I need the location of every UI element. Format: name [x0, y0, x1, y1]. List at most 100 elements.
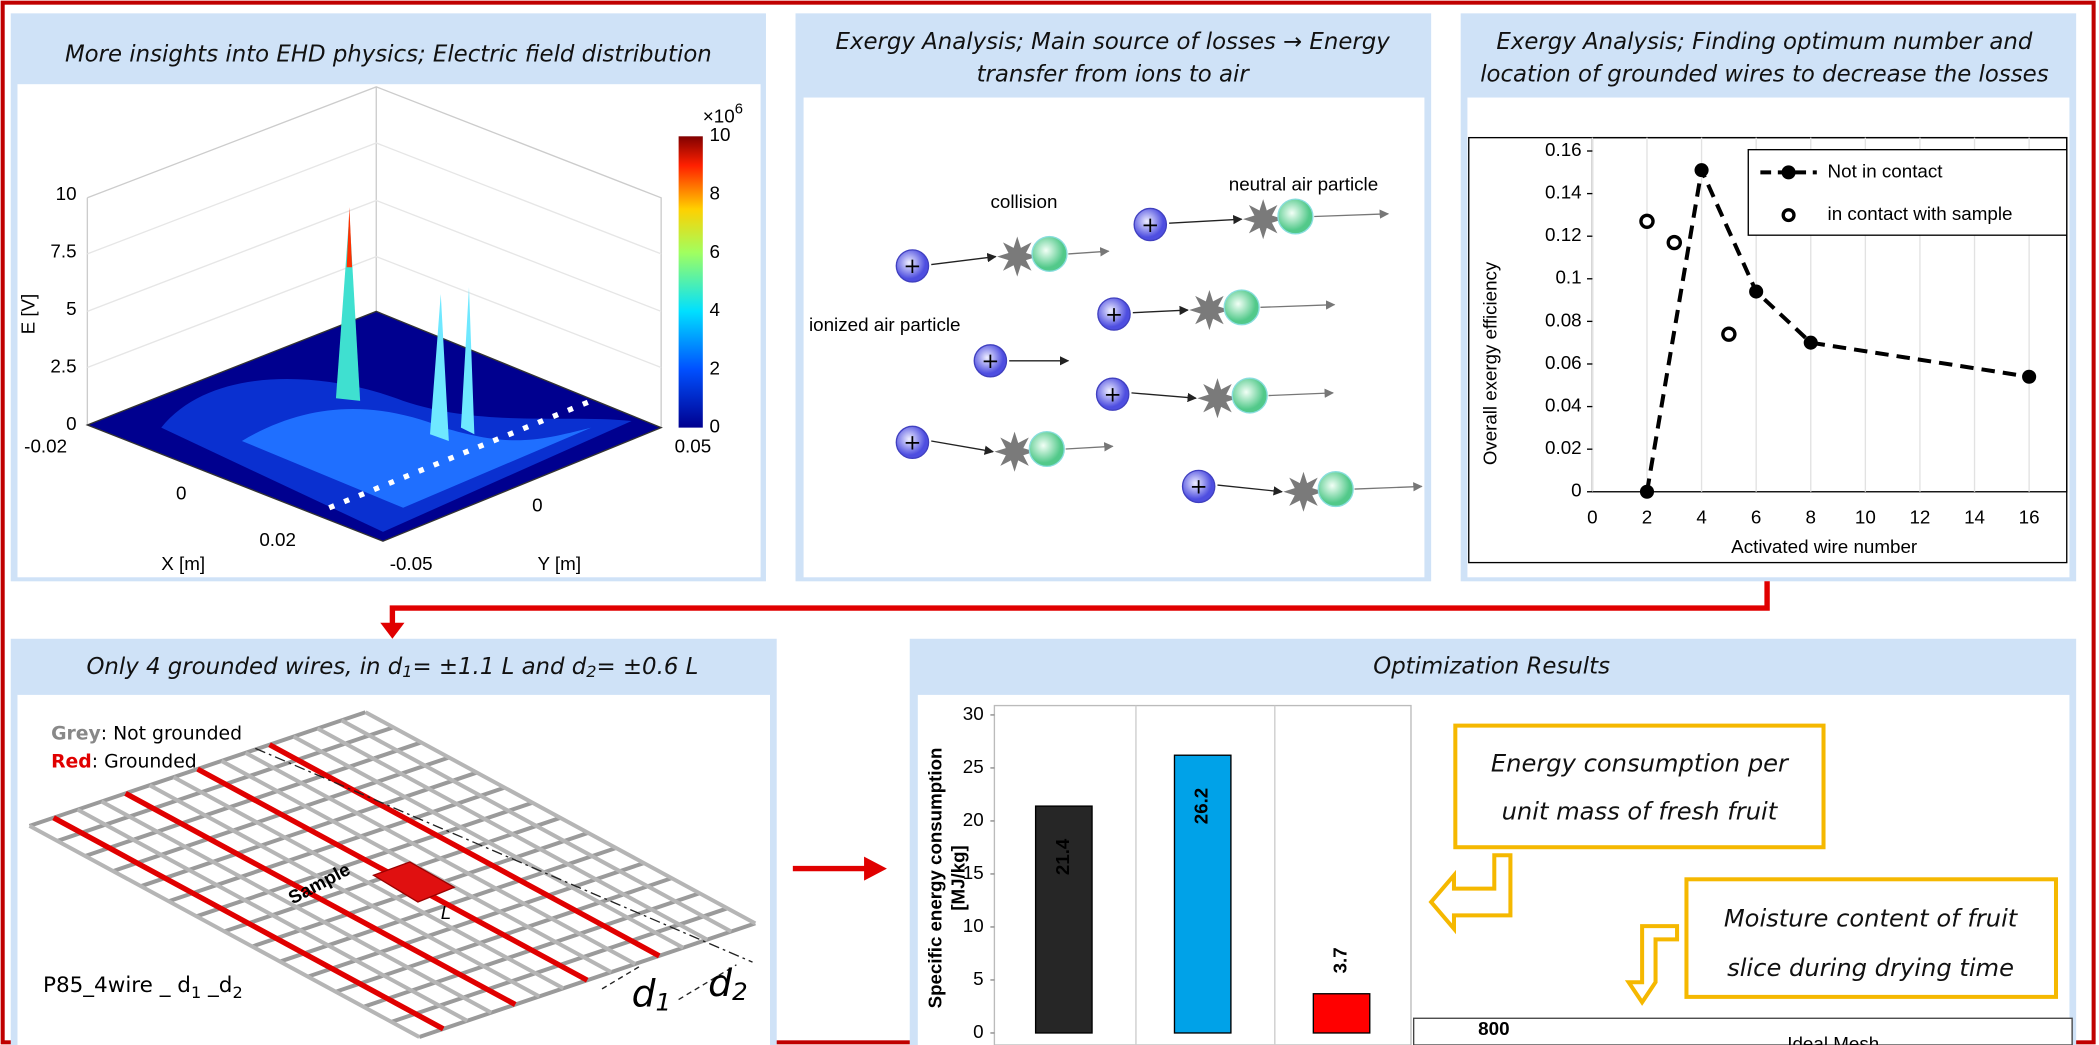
legend-label: in contact with sample — [1828, 203, 2013, 224]
axis-title: X [m] — [161, 553, 205, 574]
caption-part: _d — [201, 973, 232, 998]
axis-title: Specific energy consumption — [925, 748, 946, 1009]
callout-text: Moisture content of fruit — [1724, 904, 2019, 932]
neutral — [1278, 199, 1313, 234]
y-tick-label: 25 — [963, 756, 984, 777]
caption-part: 1 — [191, 982, 201, 1001]
panel-title: transfer from ions to air — [977, 61, 1251, 87]
panel-title: Exergy Analysis; Finding optimum number … — [1496, 29, 2032, 55]
collision — [1197, 378, 1237, 418]
panel-title: Optimization Results — [1373, 653, 1610, 679]
colorbar-tick-label: 10 — [710, 124, 731, 145]
collision — [994, 432, 1034, 472]
caption-part: P85_4wire _ d — [43, 973, 191, 998]
z-tick-label: 0 — [66, 413, 76, 434]
y-tick-label: 0.12 — [1545, 224, 1582, 245]
legend-marker — [1783, 167, 1794, 178]
ion-sign: + — [1104, 383, 1122, 408]
y-tick-label: 5 — [973, 968, 983, 989]
dim-var: d — [708, 960, 732, 1004]
neutral — [1029, 432, 1064, 467]
callout-text: unit mass of fresh fruit — [1502, 798, 1779, 826]
panel-title: More insights into EHD physics; Electric… — [65, 41, 712, 67]
x-tick-label: 0.02 — [259, 529, 296, 550]
y-tick-label: 10 — [963, 915, 984, 936]
y-tick-label: 0 — [973, 1021, 983, 1042]
legend-desc: : Grounded — [92, 751, 197, 772]
z-tick-label: 2.5 — [50, 355, 76, 376]
data-point — [1642, 486, 1653, 497]
x-tick-label: 16 — [2019, 506, 2040, 527]
axis-title: Activated wire number — [1731, 536, 1917, 557]
y-tick-label: 30 — [963, 703, 984, 724]
y-tick-label: 0.02 — [1545, 437, 1582, 458]
colorbar-tick-label: 4 — [710, 299, 720, 320]
z-tick-label: 10 — [56, 183, 77, 204]
colorbar-exponent: 6 — [735, 101, 743, 117]
value-label: 3.7 — [1329, 947, 1350, 973]
page: {"panels":[ {"title":["More insights int… — [0, 0, 2099, 1045]
collision — [997, 237, 1037, 277]
fragment-chart — [1414, 1018, 2072, 1045]
diagram-label: collision — [991, 191, 1058, 212]
dim-sub: 2 — [732, 977, 748, 1006]
axis-title: Y [m] — [538, 553, 582, 574]
ion-sign: + — [1141, 213, 1159, 238]
y-tick-label: 0.14 — [1545, 182, 1582, 203]
legend-key: Grey — [51, 723, 101, 744]
y-tick-label: -0.05 — [390, 553, 433, 574]
y-tick-label: 20 — [963, 809, 984, 830]
ion-sign: + — [981, 349, 999, 374]
x-tick-label: 8 — [1806, 506, 1816, 527]
collision — [1283, 472, 1323, 512]
z-tick-label: 7.5 — [50, 241, 76, 262]
x-tick-label: 0 — [176, 482, 186, 503]
data-point — [1696, 165, 1707, 176]
data-point — [1751, 286, 1762, 297]
x-tick-label: 0 — [1587, 506, 1597, 527]
z-tick-label: 5 — [66, 298, 76, 319]
panel-title: Only 4 grounded wires, in d1= ±1.1 L and… — [86, 653, 698, 680]
y-tick-label: 0.04 — [1545, 395, 1582, 416]
y-tick-label: 0.16 — [1545, 139, 1582, 160]
dim-label: L — [441, 902, 451, 923]
colorbar-tick-label: 8 — [710, 183, 720, 204]
legend-marker — [1783, 210, 1794, 221]
neutral — [1318, 472, 1353, 507]
y-tick-label: 0.06 — [1545, 352, 1582, 373]
legend-key: Red — [51, 751, 92, 772]
data-point — [2024, 371, 2035, 382]
value-label: 26.2 — [1191, 788, 1212, 824]
colorbar-tick-label: 6 — [710, 241, 720, 262]
collision — [1243, 199, 1283, 239]
flow-arrow — [392, 581, 1767, 625]
x-tick-label: 4 — [1696, 506, 1706, 527]
diagram-label: ionized air particle — [809, 314, 961, 335]
fragment-tick: 800 — [1478, 1018, 1509, 1039]
dim-sub: 1 — [655, 988, 671, 1017]
colorbar-tick-label: 2 — [710, 357, 720, 378]
axis-title: Overall exergy efficiency — [1480, 261, 1501, 465]
caption-part: 2 — [232, 982, 242, 1001]
x-tick-label: 14 — [1964, 506, 1985, 527]
y-tick-label: 0 — [532, 494, 542, 515]
data-point — [1805, 337, 1816, 348]
colorbar-tick-label: 0 — [710, 416, 720, 437]
ion-sign: + — [903, 254, 921, 279]
axis-title: E [V] — [17, 294, 38, 335]
value-label: 21.4 — [1052, 838, 1073, 875]
y-tick-label: 0.08 — [1545, 309, 1582, 330]
axis-title: [MJ/kg] — [947, 845, 968, 910]
data-point — [1668, 237, 1680, 249]
y-tick-label: 0.1 — [1555, 267, 1581, 288]
x-tick-label: 12 — [1909, 506, 1930, 527]
ion-sign: + — [1190, 475, 1208, 500]
data-point — [1641, 215, 1653, 227]
caption: P85_4wire _ d1 _d2 — [43, 973, 243, 1001]
callout-text: slice during drying time — [1727, 954, 2014, 982]
panel-title: location of grounded wires to decrease t… — [1480, 61, 2049, 87]
dim-var: d — [632, 971, 656, 1015]
x-tick-label: 10 — [1855, 506, 1876, 527]
neutral — [1232, 378, 1267, 413]
ion-sign: + — [903, 431, 921, 456]
